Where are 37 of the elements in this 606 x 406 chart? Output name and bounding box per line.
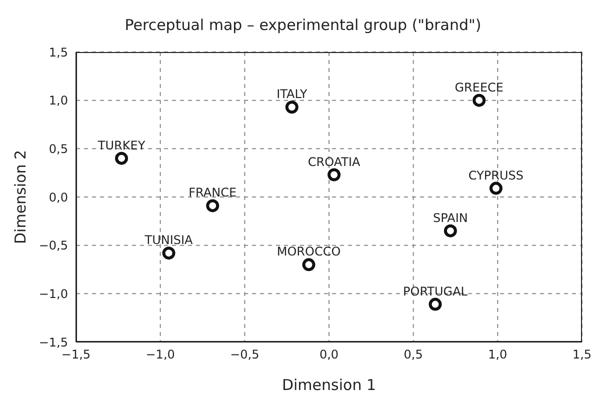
annotation: GREECE: [454, 80, 504, 94]
point: [328, 168, 341, 182]
point: [428, 298, 442, 311]
point: [115, 152, 128, 165]
annotation: MOROCCO: [276, 244, 341, 259]
point: [302, 258, 316, 272]
x-tick-label: −1,5: [61, 348, 91, 362]
x-tick-label: 1,0: [488, 348, 508, 362]
point: [206, 199, 220, 212]
point: [162, 246, 176, 260]
x-tick-label: 0,0: [319, 348, 339, 362]
point: [285, 100, 298, 114]
y-axis-title: Dimension 2: [11, 150, 30, 244]
point: [444, 224, 457, 238]
chart-title: Perceptual map – experimental group ("brand"): [124, 15, 482, 36]
annotation: FRANCE: [188, 186, 237, 200]
annotation: TUNISIA: [144, 233, 194, 248]
x-tick-label: −0,5: [230, 348, 260, 362]
x-tick-label: −1,0: [146, 348, 175, 362]
y-tick-label: 1,5: [48, 45, 68, 60]
x-axis-title: Dimension 1: [282, 376, 376, 394]
y-tick-label: 0,0: [48, 190, 68, 204]
annotation: SPAIN: [433, 210, 468, 225]
annotation: CROATIA: [308, 154, 361, 169]
y-tick-label: 0,5: [48, 142, 68, 156]
annotation: TURKEY: [96, 138, 146, 152]
y-tick-label: 1,0: [48, 94, 68, 108]
y-tick-label: −1,5: [38, 335, 68, 350]
point: [489, 182, 502, 195]
annotation: ITALY: [276, 87, 308, 102]
y-tick-label: −1,0: [38, 286, 68, 301]
annotation: PORTUGAL: [403, 284, 468, 298]
y-tick-label: −0,5: [38, 238, 68, 253]
point: [472, 94, 486, 107]
annotation: CYPRUSS: [468, 168, 524, 182]
x-tick-label: 0,5: [404, 348, 423, 362]
x-tick-label: 1,5: [572, 348, 592, 362]
